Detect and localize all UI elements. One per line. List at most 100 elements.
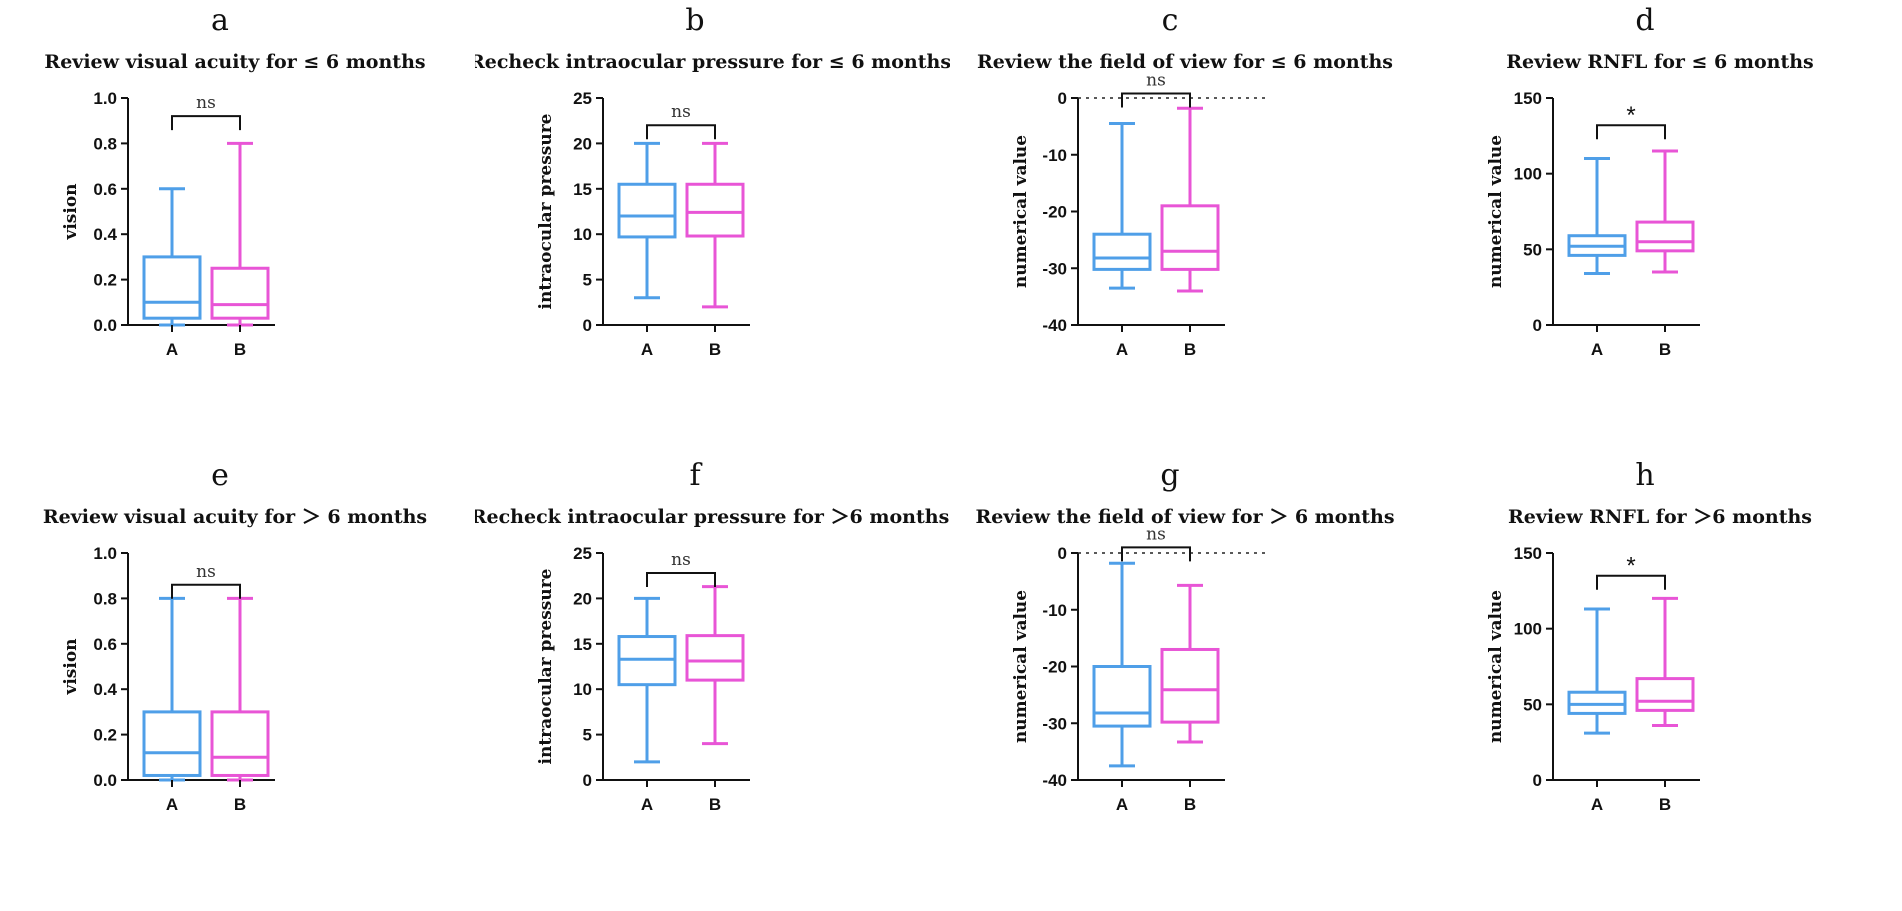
panel-letter: f: [689, 458, 702, 493]
y-tick-label: 0.0: [93, 316, 117, 335]
x-category-label: A: [641, 795, 653, 814]
y-tick-label: 0: [1533, 771, 1542, 790]
significance-label: ns: [196, 93, 216, 113]
significance-label: ns: [1146, 524, 1166, 544]
y-tick-label: 25: [573, 89, 592, 108]
box-B: [1160, 583, 1220, 744]
box-A: [1092, 122, 1152, 290]
box-B: [1635, 596, 1695, 728]
y-tick-label: 50: [1523, 695, 1542, 714]
y-tick-label: 0.8: [93, 589, 117, 608]
chart-svg-f: f Recheck intraocular pressure for ＞6 mon…: [475, 458, 949, 814]
y-tick-label: 1.0: [93, 89, 117, 108]
chart-panel-e: e Review visual acuity for ＞ 6 months 0.0 0…: [0, 455, 475, 910]
panel-letter: b: [685, 3, 704, 38]
y-tick-label: 0.4: [93, 225, 117, 244]
y-tick-label: -20: [1042, 203, 1067, 222]
box-A: [617, 141, 677, 300]
x-category-label: B: [709, 340, 721, 359]
chart-panel-f: f Recheck intraocular pressure for ＞6 mon…: [475, 455, 950, 910]
y-axis-label: numerical value: [1011, 135, 1031, 288]
y-tick-label: 5: [583, 726, 592, 745]
box-B: [1160, 106, 1220, 293]
iqr-box: [1092, 665, 1152, 728]
y-tick-label: 15: [573, 635, 592, 654]
iqr-box: [617, 182, 677, 239]
y-tick-label: 1.0: [93, 544, 117, 563]
significance-bracket: [1596, 124, 1666, 140]
box-A: [1092, 561, 1152, 768]
iqr-box: [1567, 690, 1627, 715]
significance-bracket: [171, 115, 241, 131]
iqr-box: [1092, 232, 1152, 271]
y-axis-label: intraocular pressure: [536, 113, 556, 309]
significance-label: ns: [196, 562, 216, 582]
y-tick-label: -40: [1042, 316, 1067, 335]
y-tick-label: -20: [1042, 658, 1067, 677]
chart-svg-d: d Review RNFL for ≤ 6 months 0 50 100 150 nume…: [1486, 3, 1814, 359]
y-tick-label: 0.0: [93, 771, 117, 790]
box-B: [685, 585, 745, 746]
panel-letter: c: [1162, 3, 1179, 38]
y-tick-label: 0.8: [93, 134, 117, 153]
chart-svg-a: a Review visual acuity for ≤ 6 months 0.0 0…: [44, 3, 425, 359]
chart-svg-e: e Review visual acuity for ＞ 6 months 0.0 0…: [43, 458, 427, 814]
x-category-label: A: [641, 340, 653, 359]
significance-bracket: [1121, 92, 1191, 108]
panel-letter: e: [211, 458, 229, 493]
x-category-label: B: [1184, 795, 1196, 814]
x-category-label: B: [709, 795, 721, 814]
panel-letter: d: [1635, 3, 1654, 38]
chart-panel-g: g Review the field of view for ＞ 6 months…: [950, 455, 1425, 910]
significance-bracket: [646, 571, 716, 587]
chart-svg-c: c Review the field of view for ≤ 6 months…: [977, 3, 1393, 359]
iqr-box: [1635, 677, 1695, 712]
y-tick-label: 10: [573, 680, 592, 699]
y-tick-label: -30: [1042, 714, 1067, 733]
x-category-label: B: [234, 795, 246, 814]
y-tick-label: 25: [573, 544, 592, 563]
y-tick-label: -10: [1042, 146, 1067, 165]
chart-title: Review RNFL for ≤ 6 months: [1506, 51, 1814, 73]
y-tick-label: 15: [573, 180, 592, 199]
y-tick-label: -10: [1042, 601, 1067, 620]
y-tick-label: -30: [1042, 259, 1067, 278]
box-B: [1635, 149, 1695, 274]
x-category-label: B: [1659, 795, 1671, 814]
significance-label: *: [1626, 102, 1635, 129]
iqr-box: [142, 255, 202, 320]
x-category-label: A: [166, 340, 178, 359]
chart-panel-a: a Review visual acuity for ≤ 6 months 0.0 0…: [0, 0, 475, 455]
y-tick-label: 100: [1514, 165, 1542, 184]
y-tick-label: 0: [1058, 89, 1067, 108]
iqr-box: [210, 266, 270, 320]
chart-panel-c: c Review the field of view for ≤ 6 months…: [950, 0, 1425, 455]
x-category-label: A: [1116, 795, 1128, 814]
significance-bracket: [1121, 546, 1191, 562]
panel-letter: a: [211, 3, 229, 38]
y-tick-label: 150: [1514, 544, 1542, 563]
iqr-box: [685, 182, 745, 238]
x-category-label: A: [1116, 340, 1128, 359]
panel-letter: h: [1635, 458, 1654, 493]
x-category-label: B: [234, 340, 246, 359]
significance-bracket: [646, 124, 716, 140]
x-category-label: B: [1659, 340, 1671, 359]
iqr-box: [1160, 647, 1220, 724]
x-category-label: A: [1591, 795, 1603, 814]
y-tick-label: 0.6: [93, 180, 117, 199]
significance-label: ns: [671, 102, 691, 122]
box-B: [685, 141, 745, 309]
y-axis-label: vision: [61, 183, 81, 240]
chart-title: Recheck intraocular pressure for ≤ 6 mon…: [475, 51, 950, 73]
y-tick-label: 0.6: [93, 635, 117, 654]
y-axis-label: vision: [61, 638, 81, 695]
chart-title: Review visual acuity for ＞ 6 months: [43, 506, 427, 528]
x-category-label: A: [1591, 340, 1603, 359]
chart-title: Review the field of view for ＞ 6 months: [975, 506, 1394, 528]
box-B: [210, 141, 270, 327]
y-tick-label: 0.2: [93, 271, 117, 290]
y-axis-label: numerical value: [1011, 590, 1031, 743]
y-axis-label: intraocular pressure: [536, 568, 556, 764]
